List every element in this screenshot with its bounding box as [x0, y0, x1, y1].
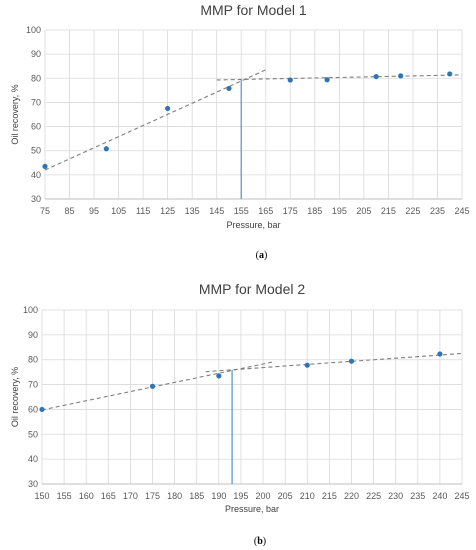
chart-panel-2: MMP for Model 2 30 40 50 60 70 80 90 100 150 155 16…: [10, 281, 470, 547]
x-tick-label: 200: [256, 491, 271, 501]
x-tick-label: 245: [454, 206, 469, 216]
x-tick-label: 155: [234, 206, 249, 216]
y-tick-label: 30: [31, 194, 41, 204]
y-axis-label: Oil recovery, %: [10, 84, 20, 144]
x-tick-label: 175: [283, 206, 298, 216]
x-tick-label: 75: [40, 206, 50, 216]
y-tick-label: 90: [31, 49, 41, 59]
figure-caption: (a): [256, 250, 268, 261]
figure-caption: (b): [254, 536, 266, 547]
data-point: [226, 85, 232, 92]
y-tick-label: 60: [28, 404, 38, 414]
y-tick-label: 50: [28, 429, 38, 439]
data-point: [103, 146, 109, 152]
x-tick-label: 85: [65, 206, 75, 216]
x-tick-label: 195: [233, 491, 248, 501]
x-tick-label: 155: [57, 491, 72, 501]
x-tick-label: 160: [79, 491, 94, 501]
caption-letter: a: [259, 250, 264, 261]
y-tick-label: 70: [28, 380, 38, 390]
x-tick-label: 175: [145, 491, 160, 501]
x-tick-label: 170: [123, 491, 138, 501]
x-tick-label: 165: [258, 206, 273, 216]
chart-title: MMP for Model 1: [200, 2, 307, 18]
y-tick-label: 30: [28, 479, 38, 489]
x-tick-label: 225: [405, 206, 420, 216]
x-tick-label: 95: [89, 206, 99, 216]
x-tick-label: 150: [34, 491, 49, 501]
y-tick-label: 70: [31, 97, 41, 107]
x-tick-label: 225: [366, 491, 381, 501]
x-tick-label: 125: [160, 206, 175, 216]
x-tick-label: 205: [356, 206, 371, 216]
y-tick-label: 60: [31, 122, 41, 132]
x-tick-label: 220: [344, 491, 359, 501]
data-point: [447, 71, 453, 77]
x-tick-label: 245: [454, 491, 469, 501]
y-axis-label: Oil recovery, %: [10, 367, 20, 427]
x-tick-label: 215: [322, 491, 337, 501]
y-tick-label: 90: [28, 330, 38, 340]
data-point: [304, 362, 310, 368]
x-tick-label: 105: [111, 206, 126, 216]
x-tick-label: 190: [211, 491, 226, 501]
x-tick-label: 115: [136, 206, 150, 216]
chart-title: MMP for Model 2: [199, 281, 306, 297]
x-tick-label: 215: [381, 206, 396, 216]
x-tick-label: 180: [167, 491, 182, 501]
x-tick-label: 135: [185, 206, 200, 216]
x-tick-label: 145: [209, 206, 224, 216]
x-tick-label: 185: [189, 491, 204, 501]
y-tick-label: 100: [26, 25, 41, 35]
x-tick-label: 210: [300, 491, 315, 501]
data-point: [287, 77, 293, 83]
x-tick-label: 240: [432, 491, 447, 501]
data-point: [39, 406, 45, 413]
data-point: [348, 358, 355, 364]
caption-letter: b: [257, 536, 263, 547]
data-point: [437, 351, 443, 357]
data-point: [216, 373, 222, 379]
x-tick-label: 185: [307, 206, 322, 216]
data-point: [324, 77, 330, 83]
data-point: [398, 73, 404, 79]
trendline-2: [216, 74, 463, 81]
x-tick-label: 235: [410, 491, 425, 501]
x-tick-label: 235: [430, 206, 445, 216]
x-tick-label: 165: [101, 491, 116, 501]
y-tick-label: 100: [23, 305, 38, 315]
data-point: [373, 73, 379, 80]
y-tick-label: 50: [31, 146, 41, 156]
trendline-1: [44, 69, 266, 171]
y-tick-label: 80: [31, 73, 41, 83]
x-axis-label: Pressure, bar: [225, 504, 279, 514]
x-tick-label: 195: [332, 206, 347, 216]
chart-panel-1: MMP for Model 1 30 40 50 60 70 80 90 100 75 85 95 10…: [10, 2, 470, 261]
data-point: [149, 383, 156, 389]
x-tick-label: 230: [388, 491, 403, 501]
y-tick-label: 40: [31, 170, 41, 180]
data-point: [42, 163, 48, 170]
y-tick-label: 80: [28, 355, 38, 365]
x-tick-label: 205: [278, 491, 293, 501]
x-axis-label: Pressure, bar: [226, 220, 280, 230]
data-point: [165, 105, 171, 112]
trendline-2: [205, 352, 463, 373]
y-tick-label: 40: [28, 454, 38, 464]
